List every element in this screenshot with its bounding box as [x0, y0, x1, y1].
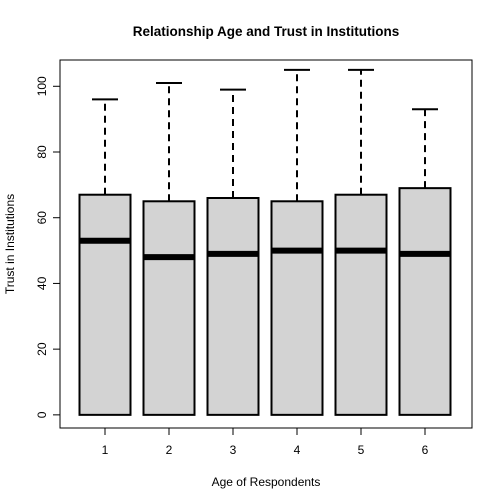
box-group-1	[78, 98, 132, 416]
y-tick-label: 0	[35, 411, 49, 418]
box	[398, 187, 452, 416]
y-tick-label: 20	[35, 342, 49, 356]
box	[142, 200, 196, 416]
y-tick-label: 80	[35, 145, 49, 159]
x-tick-label: 6	[422, 443, 429, 457]
x-axis-label: Age of Respondents	[212, 475, 321, 489]
box-group-6	[398, 108, 452, 416]
y-tick-label: 60	[35, 211, 49, 225]
x-tick-label: 5	[358, 443, 365, 457]
box	[78, 193, 132, 416]
y-axis-label: Trust in Institutions	[3, 194, 17, 294]
x-tick-label: 2	[166, 443, 173, 457]
x-tick-label: 3	[230, 443, 237, 457]
y-tick-label: 40	[35, 276, 49, 290]
box-group-2	[142, 82, 196, 416]
x-axis: 1 2 3 4 5 6	[102, 427, 429, 457]
box	[206, 197, 260, 416]
box	[270, 200, 324, 416]
x-tick-label: 4	[294, 443, 301, 457]
x-tick-label: 1	[102, 443, 109, 457]
y-axis: 0 20 40 60 80 100	[35, 76, 61, 418]
box	[334, 193, 388, 416]
y-tick-label: 100	[35, 76, 49, 96]
box-group-5	[334, 68, 388, 416]
box-group-3	[206, 88, 260, 416]
boxes-layer	[78, 68, 452, 416]
box-group-4	[270, 68, 324, 416]
chart-title: Relationship Age and Trust in Institutio…	[133, 24, 400, 39]
